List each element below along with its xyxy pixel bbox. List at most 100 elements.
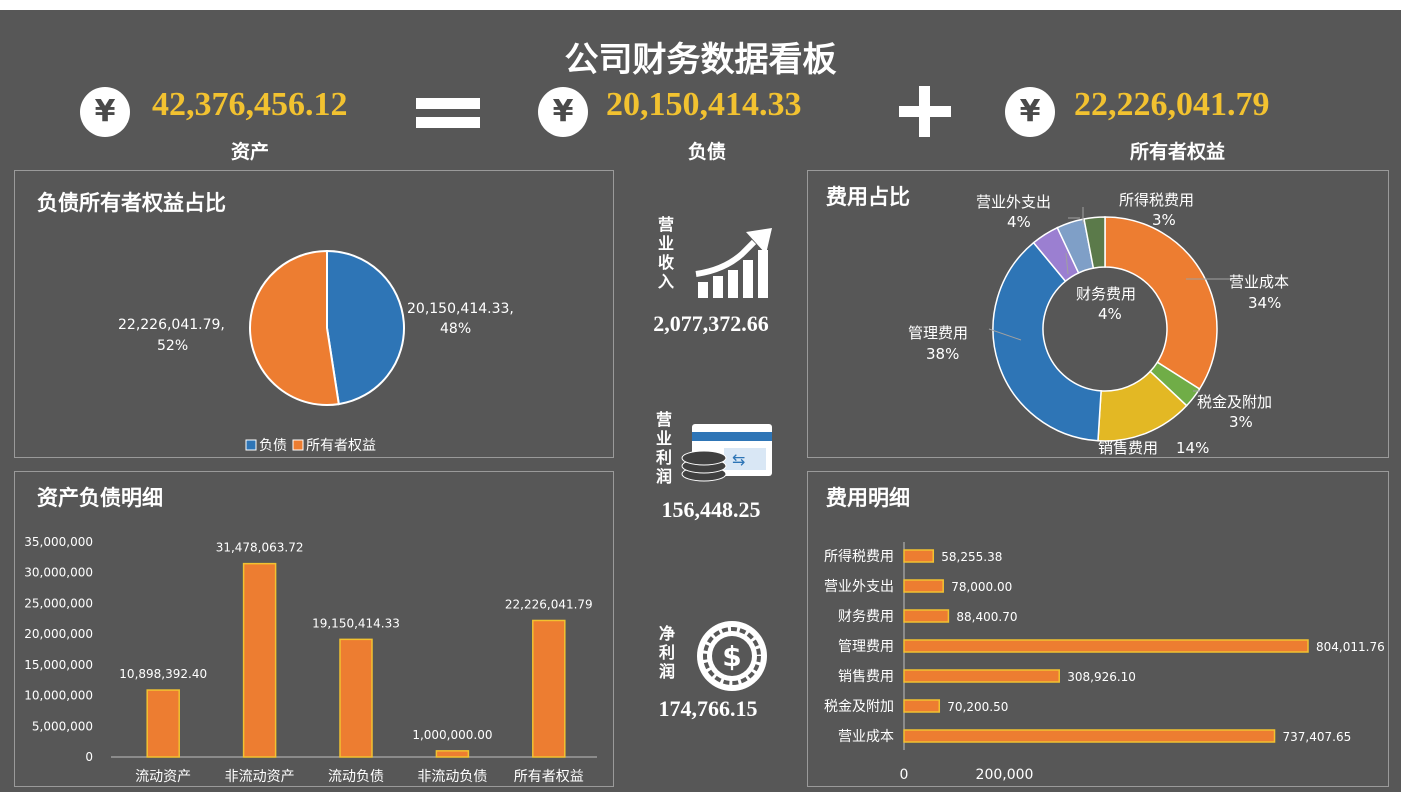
y-tick-label: 35,000,000 bbox=[24, 535, 93, 549]
net-profit-value: 174,766.15 bbox=[658, 696, 758, 721]
operating-profit-label-text: 营业利润 bbox=[655, 410, 672, 486]
bar-value-label: 88,400.70 bbox=[956, 610, 1017, 624]
donut-label-name: 销售费用 bbox=[1098, 439, 1158, 457]
equals-icon bbox=[416, 98, 480, 109]
revenue-label-text: 营业收入 bbox=[657, 215, 674, 291]
y-category-label: 营业外支出 bbox=[824, 579, 894, 595]
legend-label: 所有者权益 bbox=[306, 438, 376, 454]
pie-slice-1 bbox=[249, 249, 340, 406]
yuan-coin-icon: ¥ bbox=[538, 87, 588, 137]
page-title: 公司财务数据看板 bbox=[564, 40, 837, 80]
bar-value-label: 78,000.00 bbox=[951, 580, 1012, 594]
y-category-label: 所得税费用 bbox=[824, 548, 894, 565]
x-category-label: 所有者权益 bbox=[514, 769, 584, 785]
panel-title: 费用占比 bbox=[826, 184, 910, 209]
donut-label-pct: 34% bbox=[1248, 294, 1281, 312]
leader-line bbox=[1065, 252, 1069, 275]
bar bbox=[903, 639, 1309, 653]
svg-text:⇆: ⇆ bbox=[732, 450, 745, 469]
y-category-label: 财务费用 bbox=[838, 609, 894, 625]
legend-swatch-equity bbox=[292, 439, 304, 451]
liabilities-label: 负债 bbox=[688, 141, 727, 163]
bar bbox=[903, 609, 950, 623]
bar-value-label: 19,150,414.33 bbox=[312, 616, 400, 630]
bar bbox=[242, 562, 277, 758]
dollar-coin-icon: $ bbox=[697, 621, 767, 691]
y-category-label: 销售费用 bbox=[838, 669, 894, 685]
bar bbox=[903, 699, 941, 713]
y-tick-label: 25,000,000 bbox=[24, 596, 93, 610]
bar bbox=[532, 619, 566, 758]
y-category-label: 管理费用 bbox=[838, 639, 894, 655]
balance-detail-bar-chart: 0 5,000,000 10,000,000 15,000,000 20,000,000… bbox=[24, 535, 597, 785]
yuan-coin-icon: ¥ bbox=[80, 87, 130, 137]
dashboard-background: 公司财务数据看板 ¥ 42,376,456.12 资产 ¥ 20,150,414… bbox=[0, 10, 1401, 792]
yuan-coin-icon: ¥ bbox=[1005, 87, 1055, 137]
revenue-label: 营业收入 bbox=[656, 215, 676, 291]
bar-value-label: 308,926.10 bbox=[1067, 670, 1136, 684]
legend-swatch-liabilities bbox=[245, 439, 257, 451]
bar-value-label: 737,407.65 bbox=[1283, 730, 1352, 744]
bar-value-label: 31,478,063.72 bbox=[216, 541, 304, 555]
x-category-label: 流动负债 bbox=[328, 769, 384, 785]
bar bbox=[903, 729, 1276, 743]
legend-label: 负债 bbox=[259, 438, 287, 454]
panel-title: 负债所有者权益占比 bbox=[37, 190, 226, 215]
bar-value-label: 1,000,000.00 bbox=[412, 728, 492, 742]
donut-segment-0 bbox=[1104, 216, 1218, 391]
leader-line bbox=[988, 328, 1022, 341]
expense-detail-bar-chart: 所得税费用 58,255.38 营业外支出 78,000.00 财务费用 88,400.7… bbox=[824, 542, 1385, 783]
assets-label: 资产 bbox=[231, 141, 270, 163]
liabilities-value: 20,150,414.33 bbox=[606, 86, 802, 123]
bar bbox=[903, 549, 935, 563]
revenue-value: 2,077,372.66 bbox=[653, 311, 769, 336]
pie-slice-0 bbox=[326, 249, 405, 406]
y-tick-label: 30,000,000 bbox=[24, 566, 93, 580]
bar bbox=[435, 750, 470, 758]
panel-title: 资产负债明细 bbox=[37, 485, 163, 510]
bar-value-label: 22,226,041.79 bbox=[505, 597, 593, 611]
donut-label-name: 所得税费用 bbox=[1119, 191, 1194, 209]
pie-data-label: 52% bbox=[157, 338, 188, 354]
donut-label-pct: 38% bbox=[926, 345, 959, 363]
donut-label-pct: 4% bbox=[1098, 305, 1122, 323]
donut-segment-6 bbox=[1083, 216, 1106, 269]
y-tick-label: 5,000,000 bbox=[32, 719, 93, 733]
donut-segment-3 bbox=[992, 241, 1102, 442]
operating-profit-label: 营业利润 bbox=[654, 410, 674, 486]
pie-data-label: 20,150,414.33, bbox=[407, 301, 514, 317]
x-category-label: 非流动负债 bbox=[417, 769, 487, 785]
pie-data-label: 48% bbox=[440, 321, 471, 337]
balance-detail-bar-panel: 资产负债明细 0 5,000,000 10,000,000 15,000,000 20,… bbox=[14, 471, 614, 787]
donut-label-name: 财务费用 bbox=[1076, 285, 1136, 303]
donut-label-pct: 3% bbox=[1229, 413, 1253, 431]
net-profit-label: 净利润 bbox=[657, 624, 677, 681]
donut-label-name: 营业外支出 bbox=[976, 193, 1051, 211]
bar-value-label: 70,200.50 bbox=[947, 700, 1008, 714]
equity-label: 所有者权益 bbox=[1130, 141, 1226, 163]
y-category-label: 营业成本 bbox=[838, 729, 894, 745]
assets-value: 42,376,456.12 bbox=[152, 86, 348, 123]
bar-value-label: 58,255.38 bbox=[941, 550, 1002, 564]
svg-text:$: $ bbox=[722, 640, 741, 673]
donut-label-name: 营业成本 bbox=[1229, 273, 1289, 291]
x-category-label: 非流动资产 bbox=[225, 769, 295, 785]
equity-value: 22,226,041.79 bbox=[1074, 86, 1270, 123]
x-tick-label: 0 bbox=[900, 767, 909, 783]
x-category-label: 流动资产 bbox=[135, 769, 191, 785]
donut-label-pct: 3% bbox=[1152, 211, 1176, 229]
operating-profit-value: 156,448.25 bbox=[661, 497, 761, 522]
bar bbox=[903, 579, 944, 593]
y-tick-label: 20,000,000 bbox=[24, 627, 93, 641]
bar bbox=[339, 638, 373, 758]
x-tick-label: 200,000 bbox=[976, 767, 1034, 783]
net-profit-label-text: 净利润 bbox=[658, 624, 675, 681]
plus-icon-vertical bbox=[919, 86, 930, 137]
donut-label-pct: 14% bbox=[1176, 439, 1209, 457]
y-tick-label: 10,000,000 bbox=[24, 689, 93, 703]
bar-value-label: 804,011.76 bbox=[1316, 640, 1385, 654]
equals-icon-lower bbox=[416, 117, 480, 128]
liability-equity-pie-chart: 20,150,414.33, 48% 22,226,041.79, 52% 负债… bbox=[118, 249, 514, 454]
panel-title: 费用明细 bbox=[826, 485, 910, 510]
y-tick-label: 0 bbox=[85, 750, 93, 764]
